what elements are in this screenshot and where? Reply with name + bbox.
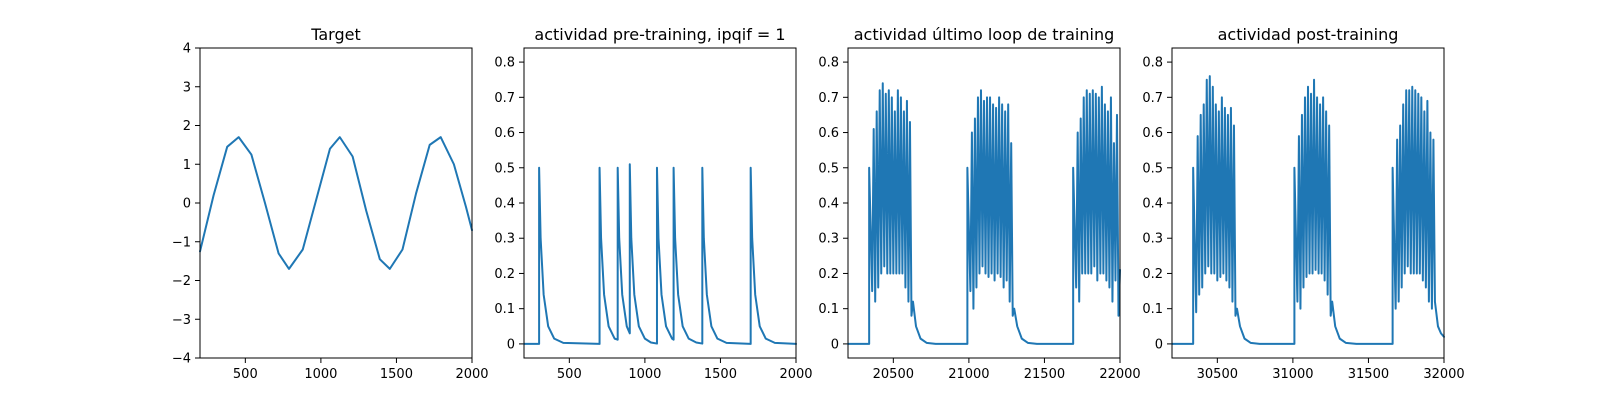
y-tick-label: −1 xyxy=(172,235,191,250)
x-tick-label: 21000 xyxy=(948,367,989,382)
y-tick-label: 0.2 xyxy=(818,267,839,282)
y-tick-label: 0.1 xyxy=(494,302,515,317)
y-tick-label: 0 xyxy=(831,337,839,352)
axes-frame xyxy=(847,47,1121,359)
y-tick-label: 0.3 xyxy=(1142,232,1163,247)
subplot-last-loop: actividad último loop de training 20500 2… xyxy=(818,25,1140,382)
y-tick-label: 0.2 xyxy=(494,267,515,282)
x-tick-label: 1000 xyxy=(628,367,661,382)
y-tick-label: 0 xyxy=(183,197,191,212)
tick-group: 20500 21000 21500 22000 0 0.1 0.2 0.3 0.4 0.5 0.6 0… xyxy=(818,56,1140,382)
y-tick-label: 0.5 xyxy=(1142,161,1163,176)
y-tick-label: 0 xyxy=(507,337,515,352)
y-tick-label: 0.6 xyxy=(494,126,515,141)
x-tick-label: 500 xyxy=(233,367,258,382)
y-tick-label: 0.5 xyxy=(494,161,515,176)
y-tick-label: 0.4 xyxy=(1142,197,1163,212)
y-tick-label: 0.8 xyxy=(494,56,515,71)
x-tick-label: 2000 xyxy=(455,367,488,382)
y-tick-label: −3 xyxy=(172,313,191,328)
axes-frame xyxy=(1171,47,1445,359)
y-tick-label: 0 xyxy=(1155,337,1163,352)
series-line xyxy=(199,136,473,270)
y-tick-label: 0.6 xyxy=(818,126,839,141)
y-tick-label: −4 xyxy=(172,352,191,367)
y-tick-label: 0.4 xyxy=(494,197,515,212)
x-tick-label: 1000 xyxy=(304,367,337,382)
y-tick-label: 0.3 xyxy=(818,232,839,247)
y-tick-label: 0.8 xyxy=(1142,56,1163,71)
y-tick-label: 0.6 xyxy=(1142,126,1163,141)
subplot-pre-training: actividad pre-training, ipqif = 1 500 100… xyxy=(494,25,812,382)
x-tick-label: 20500 xyxy=(873,367,914,382)
subplot-title: actividad último loop de training xyxy=(854,25,1115,44)
y-tick-label: 0.7 xyxy=(1142,91,1163,106)
y-tick-label: 0.3 xyxy=(494,232,515,247)
y-tick-label: 0.5 xyxy=(818,161,839,176)
y-tick-label: 4 xyxy=(183,42,191,57)
x-tick-label: 21500 xyxy=(1024,367,1065,382)
axes-frame xyxy=(199,47,473,359)
subplot-title: actividad pre-training, ipqif = 1 xyxy=(534,25,785,44)
tick-group: 30500 31000 31500 32000 0 0.1 0.2 0.3 0.4 0.5 0.6 0… xyxy=(1142,56,1464,382)
y-tick-label: 1 xyxy=(183,158,191,173)
y-tick-label: 3 xyxy=(183,80,191,95)
x-tick-label: 22000 xyxy=(1099,367,1140,382)
x-tick-label: 1500 xyxy=(704,367,737,382)
y-tick-label: 0.4 xyxy=(818,197,839,212)
x-tick-label: 31500 xyxy=(1348,367,1389,382)
series-line xyxy=(847,82,1121,345)
y-tick-label: 0.7 xyxy=(818,91,839,106)
y-tick-label: 0.1 xyxy=(818,302,839,317)
series-line xyxy=(1171,75,1445,345)
x-tick-label: 1500 xyxy=(380,367,413,382)
x-tick-label: 500 xyxy=(557,367,582,382)
x-tick-label: 31000 xyxy=(1272,367,1313,382)
y-tick-label: 0.1 xyxy=(1142,302,1163,317)
y-tick-label: 0.7 xyxy=(494,91,515,106)
series-line xyxy=(523,163,797,345)
subplot-title: Target xyxy=(310,25,361,44)
tick-group: 500 1000 1500 2000 −4 −3 −2 −1 0 1 2 3 4 xyxy=(172,42,489,383)
x-tick-label: 30500 xyxy=(1197,367,1238,382)
tick-group: 500 1000 1500 2000 0 0.1 0.2 0.3 0.4 0.5 0.6 0.7 0.8 xyxy=(494,56,812,382)
subplot-title: actividad post-training xyxy=(1218,25,1399,44)
y-tick-label: 0.2 xyxy=(1142,267,1163,282)
y-tick-label: 0.8 xyxy=(818,56,839,71)
subplot-target: Target 500 1000 1500 2000 −4 −3 −2 −1 0 1 2 3 4 xyxy=(172,25,489,382)
y-tick-label: −2 xyxy=(172,274,191,289)
subplot-post-training: actividad post-training 30500 31000 31500 3… xyxy=(1142,25,1464,382)
x-tick-label: 32000 xyxy=(1423,367,1464,382)
x-tick-label: 2000 xyxy=(779,367,812,382)
axes-frame xyxy=(523,47,797,359)
y-tick-label: 2 xyxy=(183,119,191,134)
